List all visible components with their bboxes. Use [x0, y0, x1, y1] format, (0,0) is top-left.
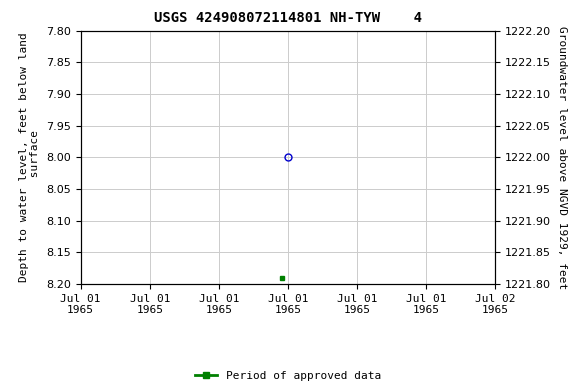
Y-axis label: Groundwater level above NGVD 1929, feet: Groundwater level above NGVD 1929, feet: [557, 26, 567, 289]
Legend: Period of approved data: Period of approved data: [191, 366, 385, 384]
Title: USGS 424908072114801 NH-TYW    4: USGS 424908072114801 NH-TYW 4: [154, 12, 422, 25]
Y-axis label: Depth to water level, feet below land
 surface: Depth to water level, feet below land su…: [19, 33, 40, 282]
